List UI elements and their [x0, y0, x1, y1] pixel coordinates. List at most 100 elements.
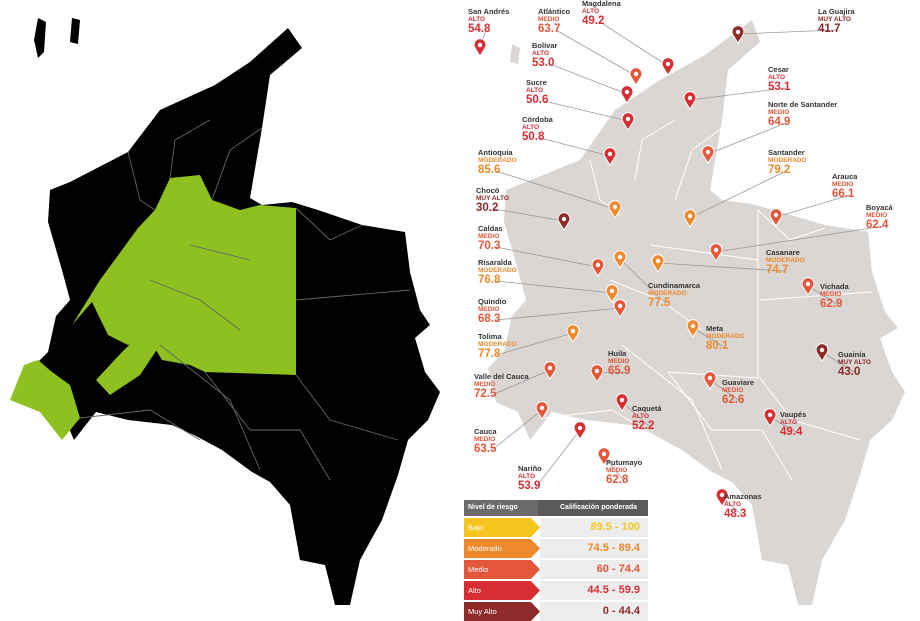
leader-line [737, 29, 837, 35]
map-pin [620, 85, 634, 104]
leader-line [555, 29, 637, 77]
map-pin [661, 57, 675, 76]
department-label: La Guajira MUY ALTO 41.7 [818, 8, 855, 36]
leader-line [621, 401, 651, 428]
legend-header: Nivel de riesgo Calificación ponderada [464, 500, 648, 516]
department-risk: ALTO [724, 500, 742, 508]
department-risk: MEDIO [474, 435, 496, 443]
map-pin [608, 200, 622, 219]
legend-level: Medio [464, 560, 540, 579]
department-label: Nariño ALTO 53.9 [518, 465, 542, 493]
department-label: Casanare MODERADO 74.7 [766, 249, 805, 277]
highlight-map [10, 18, 440, 605]
map-pin [815, 343, 829, 362]
legend-range: 89.5 - 100 [540, 518, 648, 537]
department-risk: MEDIO [608, 357, 630, 365]
department-name: Caldas [478, 224, 503, 233]
map-pin [613, 250, 627, 269]
department-label: Guaviare MEDIO 62.6 [722, 379, 754, 407]
department-name: Cauca [474, 427, 497, 436]
legend-range: 0 - 44.4 [540, 602, 648, 621]
leader-line [539, 137, 611, 157]
map-pin [615, 393, 629, 412]
leader-line [493, 208, 565, 222]
department-pins [473, 25, 829, 507]
leader-line [807, 285, 839, 306]
map-pin [613, 299, 627, 318]
leader-line [689, 87, 787, 101]
leader-line [619, 258, 667, 305]
department-risk: MODERADO [706, 332, 745, 340]
department-name: Santander [768, 148, 805, 157]
leader-line [707, 122, 787, 155]
department-score: 63.7 [538, 23, 561, 35]
map-pin [709, 243, 723, 262]
legend-header-score: Calificación ponderada [538, 500, 648, 516]
legend-level: Bajo [464, 518, 540, 537]
department-name: Antioquia [478, 148, 513, 157]
legend-range: 44.5 - 59.9 [540, 581, 648, 600]
map-pin [573, 421, 587, 440]
department-label: Quindío MEDIO 68.3 [478, 298, 506, 326]
department-score: 66.1 [832, 188, 855, 200]
department-risk: MEDIO [832, 180, 854, 188]
department-label: Huila MEDIO 65.9 [608, 350, 630, 378]
department-score: 77.8 [478, 348, 501, 360]
highlight-central [72, 175, 296, 375]
leader-line [709, 379, 741, 402]
map-pin [605, 284, 619, 303]
leader-line [549, 63, 628, 95]
department-risk: MEDIO [538, 15, 560, 23]
department-name: Atlántico [538, 7, 571, 16]
department-score: 85.6 [478, 164, 501, 176]
department-score: 74.7 [766, 264, 789, 276]
department-name: Arauca [832, 172, 858, 181]
department-risk: ALTO [468, 15, 486, 23]
department-name: Bolívar [532, 41, 558, 50]
map-pin [686, 319, 700, 338]
department-score: 48.3 [724, 508, 747, 520]
department-label: Caldas MEDIO 70.3 [478, 225, 503, 253]
department-name: Putumayo [606, 458, 643, 467]
department-name: Norte de Santander [768, 100, 838, 109]
department-risk: MODERADO [478, 266, 517, 274]
department-score: 64.9 [768, 116, 791, 128]
department-name: Tolima [478, 332, 502, 341]
map-pin [715, 488, 729, 507]
department-score: 63.5 [474, 443, 497, 455]
department-risk: MEDIO [820, 290, 842, 298]
department-risk: ALTO [518, 472, 536, 480]
department-name: Guainía [838, 350, 866, 359]
department-name: Caquetá [632, 404, 662, 413]
risk-map-borders [543, 119, 873, 481]
department-score: 62.4 [866, 219, 889, 231]
department-risk: MEDIO [474, 380, 496, 388]
legend-row: Medio 60 - 74.4 [464, 560, 648, 579]
leader-line [689, 170, 787, 219]
department-label: Tolima MODERADO 77.8 [478, 333, 517, 361]
department-label: Chocó MUY ALTO 30.2 [476, 187, 509, 215]
department-label: Valle del Cauca MEDIO 72.5 [474, 373, 529, 401]
leader-line [692, 327, 725, 348]
department-score: 43.0 [838, 366, 861, 378]
department-name: Risaralda [478, 258, 512, 267]
department-name: Casanare [766, 248, 800, 257]
department-name: Nariño [518, 464, 542, 473]
department-risk: MUY ALTO [476, 194, 509, 202]
map-pin [731, 25, 745, 44]
department-risk: ALTO [780, 418, 798, 426]
san-andres-mask [34, 18, 46, 58]
legend-level: Alto [464, 581, 540, 600]
leader-line [769, 416, 799, 434]
department-label: Boyacá MEDIO 62.4 [866, 204, 893, 232]
map-pin [590, 364, 604, 383]
legend-row: Moderado 74.5 - 89.4 [464, 539, 648, 558]
leader-line [495, 332, 574, 356]
department-label: Atlántico MEDIO 63.7 [538, 8, 570, 36]
department-name: Córdoba [522, 115, 553, 124]
leader-line [535, 429, 581, 488]
department-score: 62.8 [606, 474, 629, 486]
department-label: San Andrés ALTO 54.8 [468, 8, 509, 36]
department-risk: MEDIO [768, 108, 790, 116]
risk-legend: Nivel de riesgo Calificación ponderada B… [464, 500, 648, 621]
